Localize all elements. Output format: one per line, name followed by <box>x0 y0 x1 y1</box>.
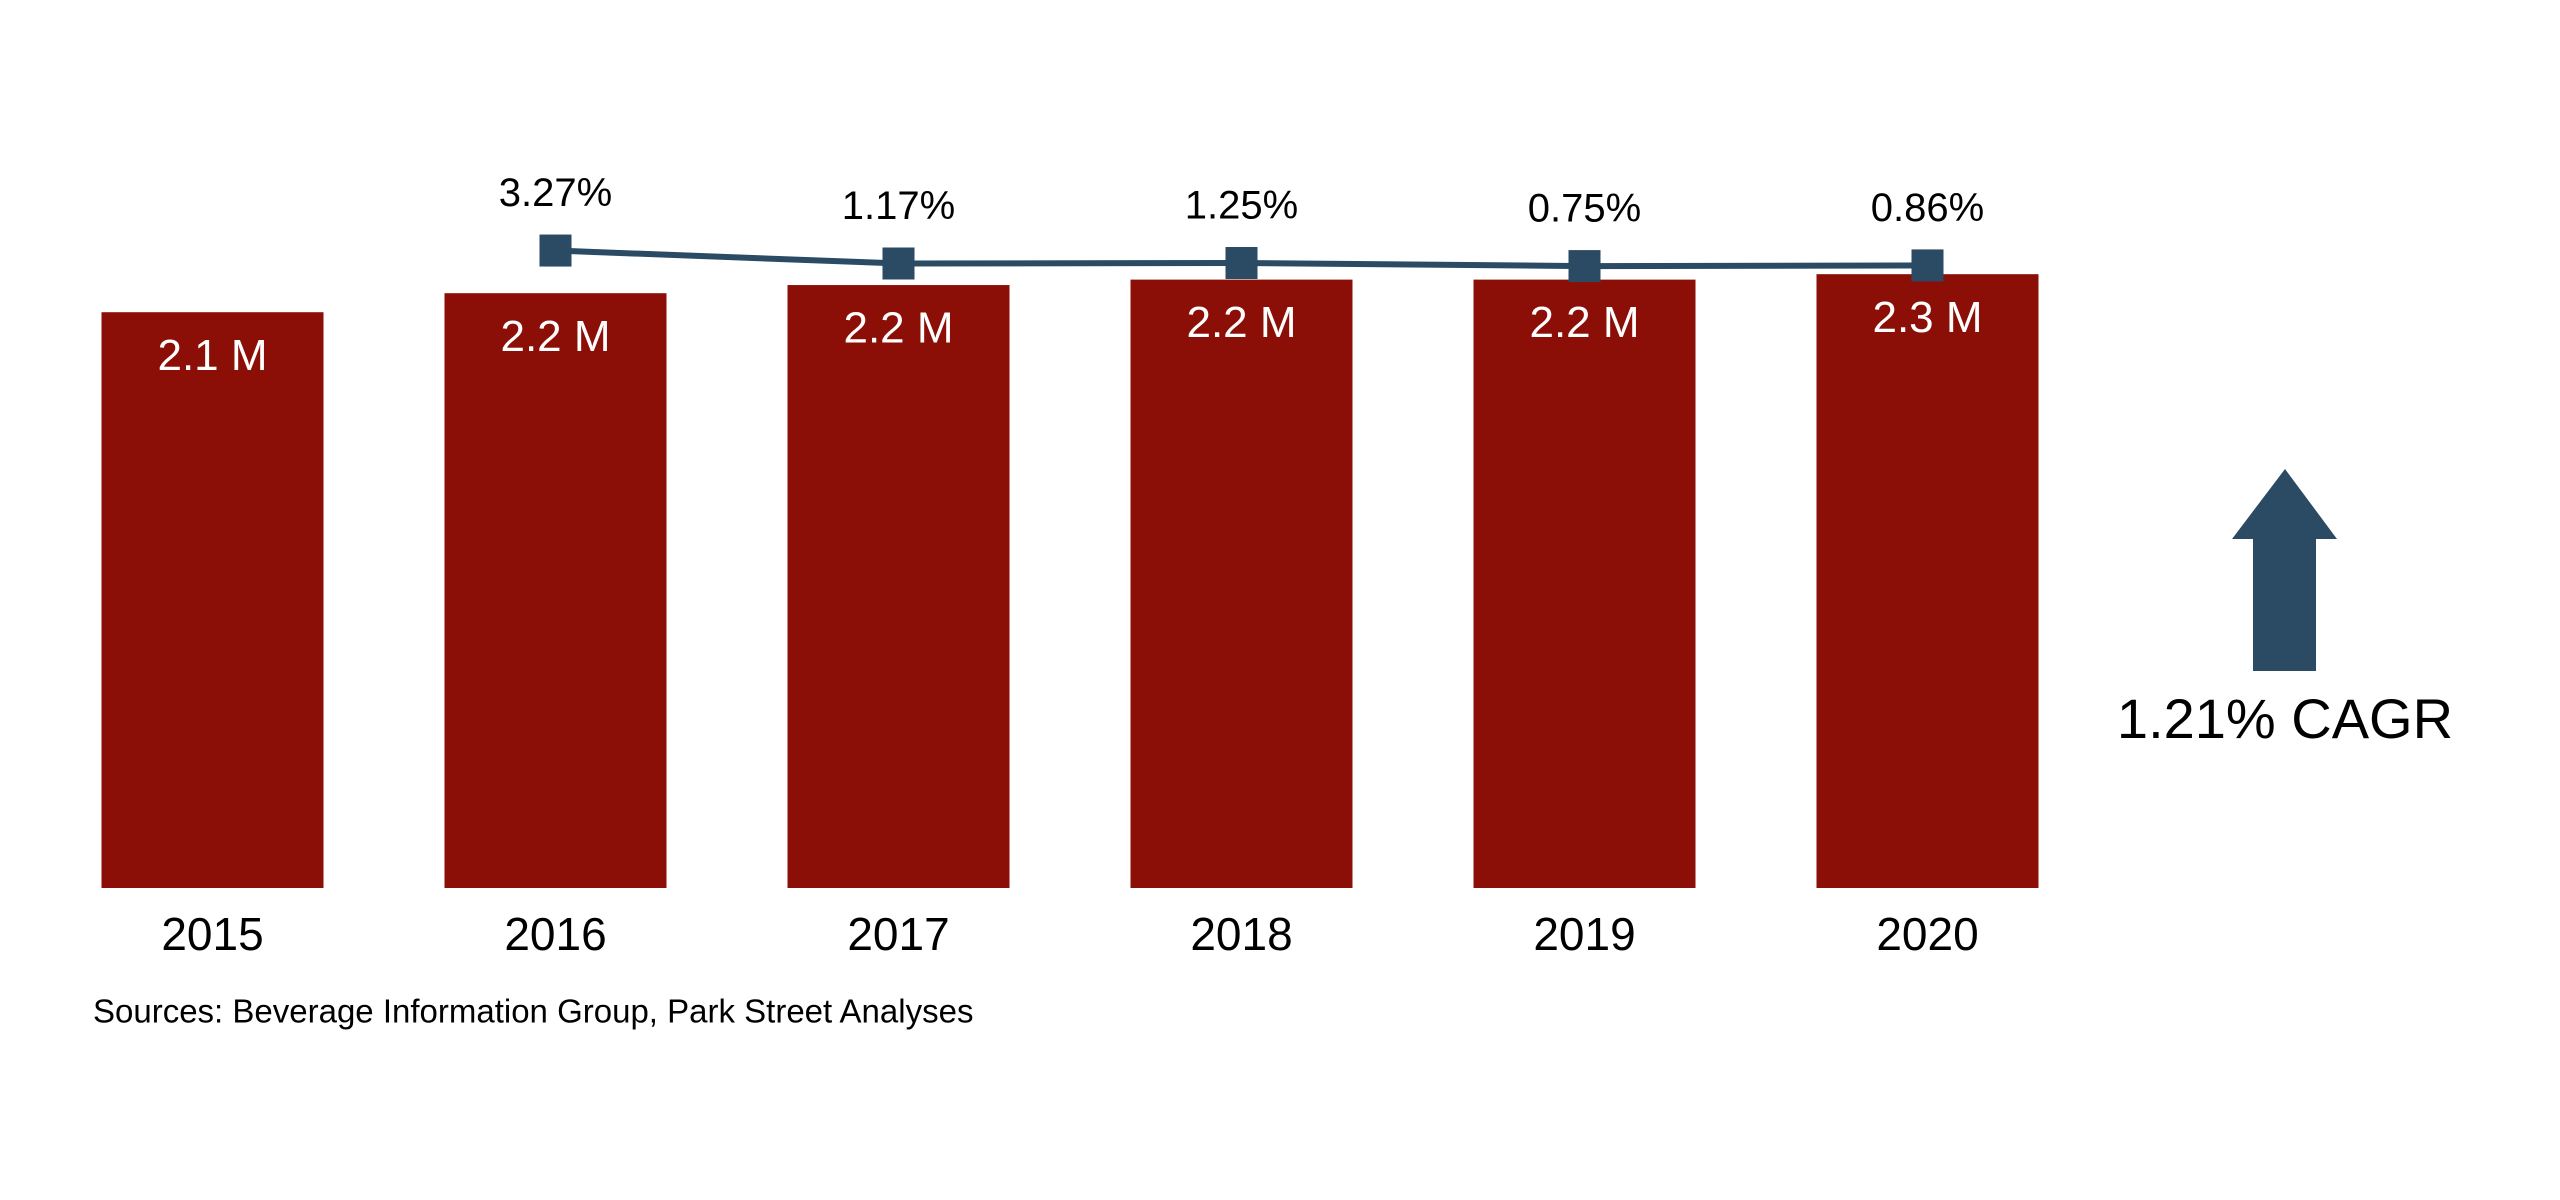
bar-value-label: 2.2 M <box>1529 298 1639 347</box>
line-value-label: 1.17% <box>842 184 955 228</box>
line-marker <box>1911 249 1944 282</box>
bar <box>444 293 667 888</box>
line-marker <box>1568 250 1601 283</box>
bar-value-label: 2.2 M <box>1186 298 1296 347</box>
x-tick-label: 2016 <box>504 908 606 960</box>
bar-value-label: 2.3 M <box>1872 293 1982 342</box>
bar-value-label: 2.1 M <box>157 331 267 380</box>
line-value-label: 0.86% <box>1871 186 1984 230</box>
line-value-label: 3.27% <box>499 171 612 215</box>
x-tick-label: 2015 <box>161 908 263 960</box>
bar-value-label: 2.2 M <box>500 312 610 361</box>
cagr-annotation: 1.21% CAGR <box>2117 687 2453 750</box>
line-marker <box>1225 247 1258 280</box>
bar <box>1473 279 1696 889</box>
bar-value-label: 2.2 M <box>843 304 953 353</box>
line-value-label: 0.75% <box>1528 187 1641 231</box>
line-marker <box>539 234 572 267</box>
bar <box>101 312 324 888</box>
up-arrow <box>2232 469 2337 671</box>
x-tick-label: 2019 <box>1533 908 1635 960</box>
x-tick-label: 2018 <box>1190 908 1292 960</box>
bar <box>1816 274 2039 889</box>
source-note: Sources: Beverage Information Group, Par… <box>93 993 973 1030</box>
x-tick-label: 2020 <box>1876 908 1978 960</box>
line-value-label: 1.25% <box>1185 184 1298 228</box>
bar <box>787 285 1010 889</box>
x-tick-label: 2017 <box>847 908 949 960</box>
bar <box>1130 279 1353 889</box>
line-marker <box>882 247 915 280</box>
